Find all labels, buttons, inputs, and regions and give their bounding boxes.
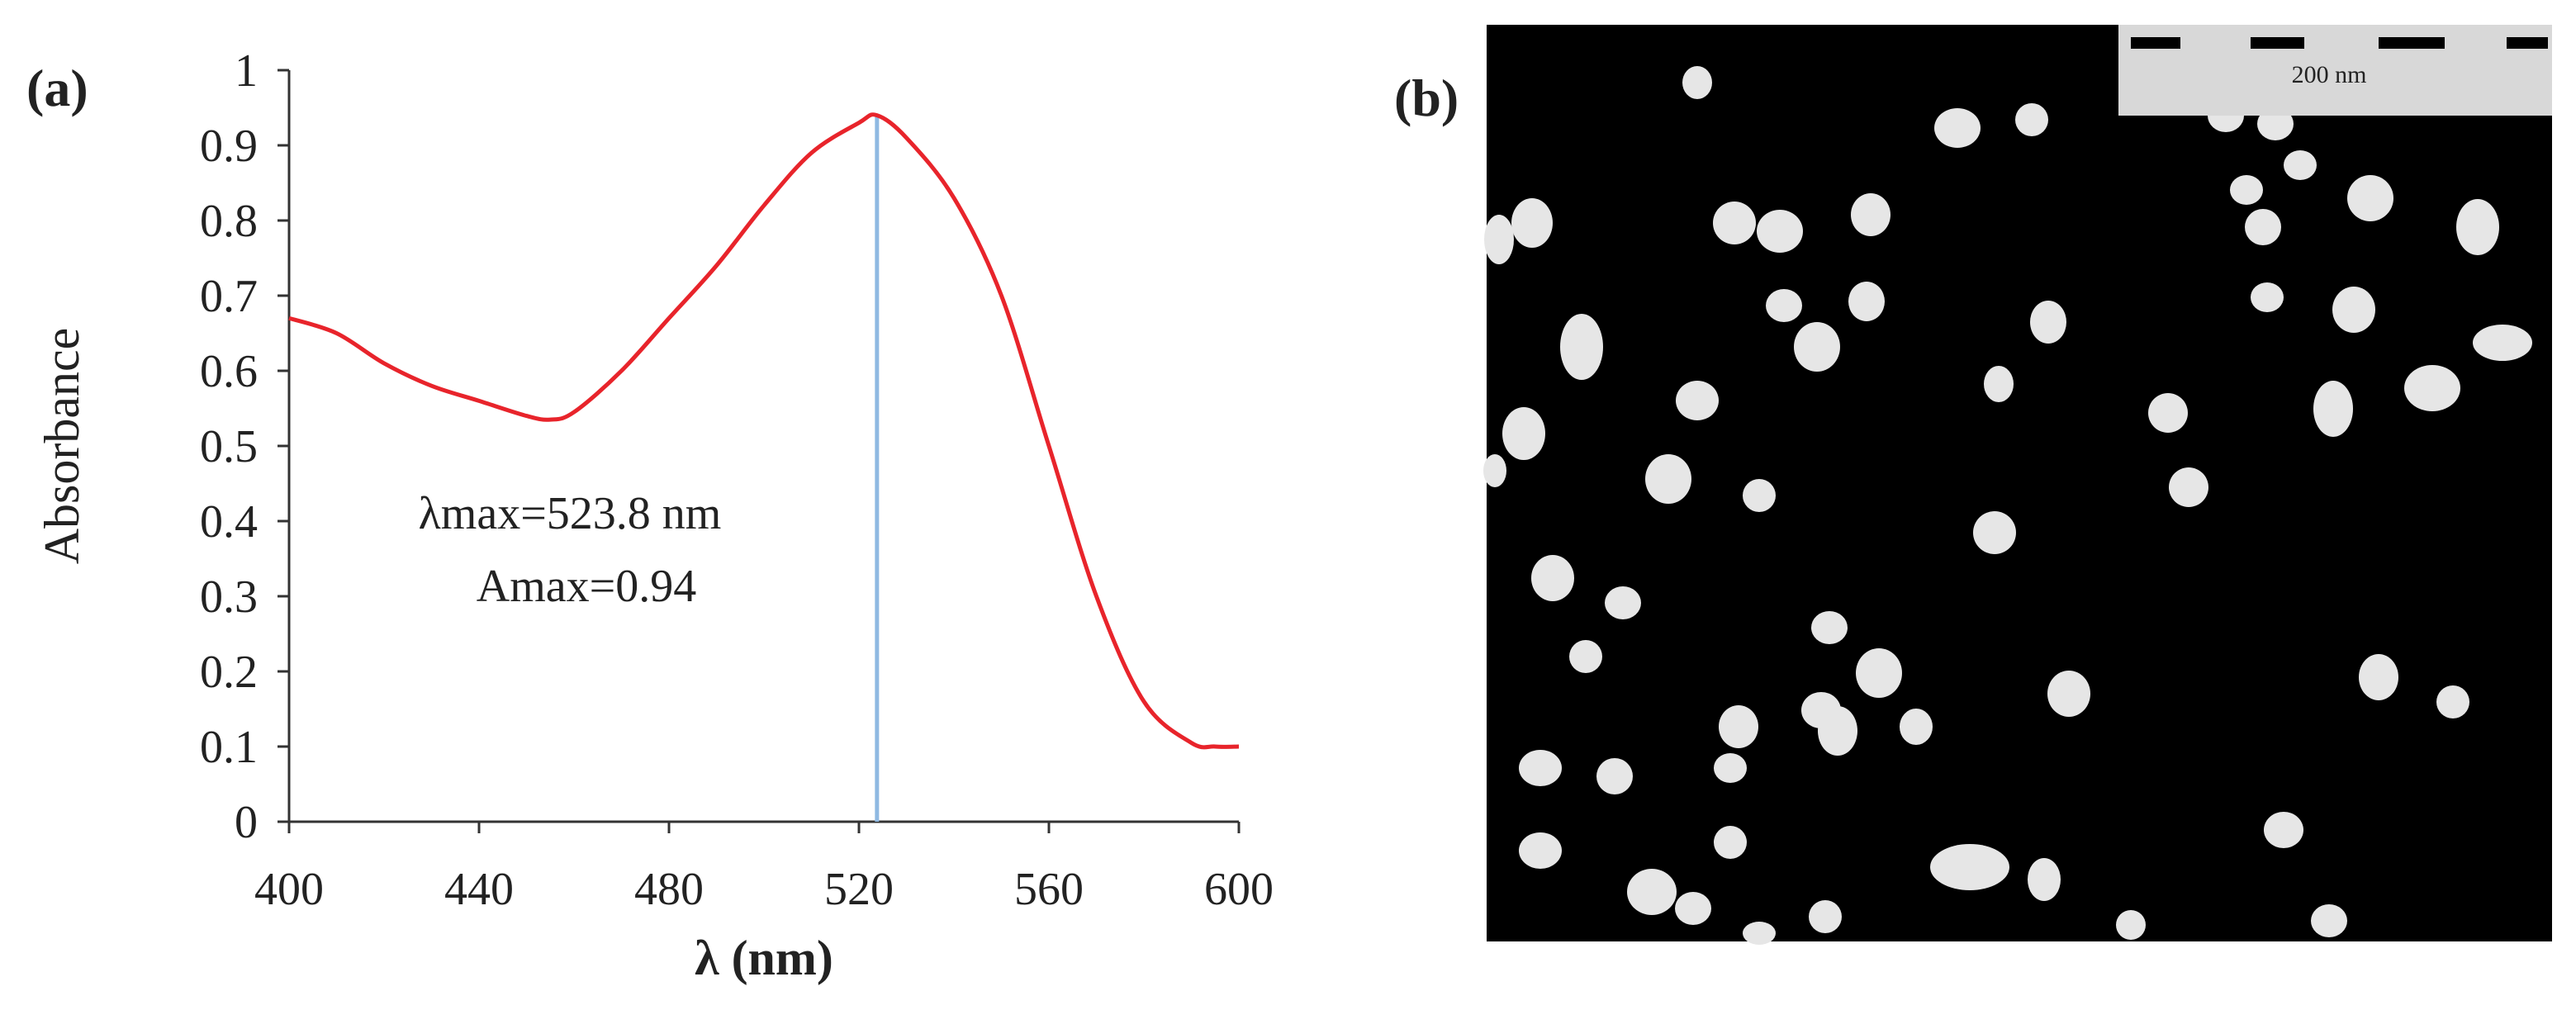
nanoparticle bbox=[1973, 511, 2016, 554]
nanoparticle bbox=[1818, 706, 1857, 756]
y-tick-label: 0.9 bbox=[200, 121, 258, 172]
nanoparticle bbox=[1676, 381, 1719, 420]
nanoparticle bbox=[2313, 381, 2353, 437]
absorbance-chart: 400 440 480 520 560 600 0 0.1 0.2 0.3 0.4 0.5 0.6 0.7… bbox=[35, 45, 1274, 985]
scale-bar-segment bbox=[2379, 37, 2445, 49]
nanoparticle bbox=[1794, 322, 1840, 372]
amax-annotation: Amax=0.94 bbox=[477, 561, 696, 612]
nanoparticle bbox=[1713, 202, 1756, 244]
y-tick-label: 0.2 bbox=[200, 647, 258, 698]
nanoparticle bbox=[1519, 832, 1562, 869]
nanoparticle bbox=[1934, 108, 1981, 148]
scale-bar-segment bbox=[2131, 37, 2180, 49]
x-tick-label: 480 bbox=[634, 864, 704, 915]
nanoparticle bbox=[2047, 671, 2090, 717]
nanoparticles bbox=[1483, 66, 2532, 945]
panel-a-label: (a) bbox=[26, 59, 88, 117]
nanoparticle bbox=[1675, 892, 1711, 925]
nanoparticle bbox=[2169, 467, 2208, 507]
nanoparticle bbox=[2359, 654, 2398, 700]
nanoparticle bbox=[1483, 454, 1506, 487]
nanoparticle bbox=[2148, 393, 2188, 433]
nanoparticle bbox=[1766, 289, 1802, 322]
nanoparticle bbox=[2284, 150, 2317, 180]
nanoparticle bbox=[1743, 922, 1776, 945]
y-tick-label: 1 bbox=[235, 45, 258, 97]
x-axis-title: λ (nm) bbox=[695, 931, 833, 985]
nanoparticle bbox=[2404, 365, 2460, 411]
nanoparticle bbox=[2264, 812, 2303, 848]
nanoparticle bbox=[1714, 753, 1747, 783]
nanoparticle bbox=[1811, 611, 1848, 644]
nanoparticle bbox=[2015, 103, 2048, 136]
nanoparticle bbox=[1682, 66, 1712, 99]
x-tick-label: 560 bbox=[1014, 864, 1084, 915]
scale-bar-label: 200 nm bbox=[2292, 61, 2367, 88]
scale-bar-panel bbox=[2118, 25, 2552, 116]
nanoparticle bbox=[1984, 366, 2014, 402]
nanoparticle bbox=[2332, 287, 2375, 333]
nanoparticle bbox=[2116, 910, 2146, 940]
y-tick-label: 0.5 bbox=[200, 421, 258, 472]
nanoparticle bbox=[2473, 325, 2532, 361]
nanoparticle bbox=[1900, 709, 1933, 745]
x-tick-label: 520 bbox=[824, 864, 894, 915]
nanoparticle bbox=[2230, 175, 2263, 205]
nanoparticle bbox=[1809, 900, 1842, 933]
nanoparticle bbox=[1757, 210, 1803, 253]
nanoparticle bbox=[2456, 199, 2499, 255]
x-tick-label: 600 bbox=[1204, 864, 1274, 915]
nanoparticle bbox=[1743, 479, 1776, 512]
nanoparticle bbox=[2245, 209, 2281, 245]
scale-bar-segment bbox=[2507, 37, 2548, 49]
nanoparticle bbox=[1930, 844, 2009, 890]
y-axis-title: Absorbance bbox=[35, 328, 89, 565]
nanoparticle bbox=[1502, 407, 1545, 460]
nanoparticle bbox=[1569, 640, 1602, 673]
nanoparticle bbox=[1645, 454, 1691, 504]
nanoparticle bbox=[2311, 904, 2347, 937]
x-tick-label: 400 bbox=[254, 864, 324, 915]
nanoparticle bbox=[1519, 750, 1562, 786]
scale-bar bbox=[2131, 37, 2548, 49]
nanoparticle bbox=[1484, 215, 1514, 264]
nanoparticle bbox=[1596, 758, 1633, 794]
nanoparticle bbox=[1856, 648, 1902, 698]
nanoparticle bbox=[2436, 685, 2469, 718]
nanoparticle bbox=[1511, 198, 1553, 248]
lambda-max-annotation: λmax=523.8 nm bbox=[419, 488, 722, 539]
nanoparticle bbox=[1851, 193, 1890, 236]
absorbance-series-line bbox=[288, 112, 1240, 750]
nanoparticle bbox=[1627, 869, 1677, 915]
nanoparticle bbox=[2030, 301, 2066, 344]
scale-bar-segment bbox=[2251, 37, 2304, 49]
nanoparticle bbox=[2028, 858, 2061, 901]
y-tick-label: 0.3 bbox=[200, 571, 258, 623]
y-tick-label: 0.8 bbox=[200, 196, 258, 247]
x-tick-label: 440 bbox=[444, 864, 514, 915]
y-tick-label: 0.1 bbox=[200, 722, 258, 773]
y-tick-label: 0.7 bbox=[200, 271, 258, 322]
nanoparticle bbox=[1531, 555, 1574, 601]
y-tick-label: 0.4 bbox=[200, 496, 258, 548]
nanoparticle bbox=[2251, 282, 2284, 312]
nanoparticle bbox=[1605, 586, 1641, 619]
nanoparticle bbox=[1560, 314, 1603, 380]
y-tick-label: 0.6 bbox=[200, 346, 258, 397]
tem-micrograph: 200 nm bbox=[1483, 25, 2552, 945]
panel-b-label: (b) bbox=[1394, 69, 1459, 127]
nanoparticle bbox=[2347, 175, 2393, 221]
nanoparticle bbox=[1714, 826, 1747, 859]
nanoparticle bbox=[1719, 705, 1758, 748]
nanoparticle bbox=[1848, 282, 1885, 321]
y-tick-label: 0 bbox=[235, 797, 258, 848]
